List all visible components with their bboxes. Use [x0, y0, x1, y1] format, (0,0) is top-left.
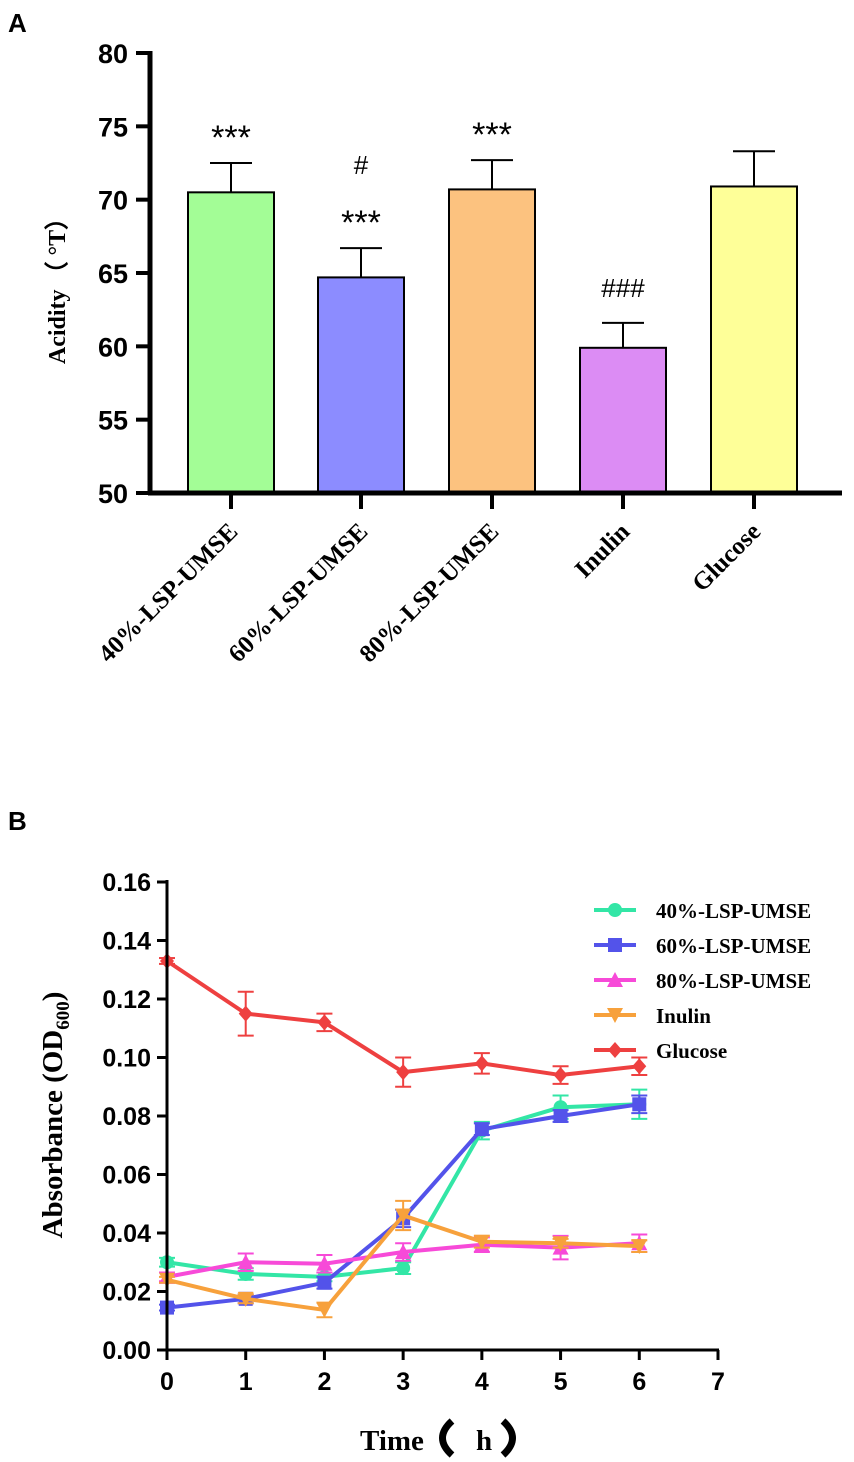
b-xtick-label: 2	[317, 1368, 331, 1396]
panel-b-ylabel-text: Absorbance (OD	[37, 1030, 69, 1239]
a-ytick-label: 65	[98, 259, 128, 289]
b-series	[159, 952, 648, 1088]
b-ytick-label: 0.10	[102, 1045, 151, 1073]
a-category-label: 60%-LSP-UMSE	[224, 518, 374, 668]
b-marker-triangle-down	[552, 1236, 569, 1252]
panel-b-ylabel-sub: 600	[53, 1001, 74, 1030]
panel-b-xlabel-unit: h	[476, 1425, 492, 1457]
a-bar	[579, 346, 667, 494]
a-ytick-label: 70	[98, 186, 128, 216]
b-xtick-label: 6	[632, 1368, 646, 1396]
b-marker-square	[317, 1275, 332, 1290]
a-category-label: 80%-LSP-UMSE	[355, 518, 505, 668]
b-marker-circle	[396, 1261, 411, 1276]
panel-b-xlabel-text: Time	[360, 1425, 424, 1457]
b-ytick-label: 0.00	[102, 1337, 151, 1365]
b-marker-triangle-up	[395, 1244, 412, 1260]
a-significance-label: ***	[341, 204, 381, 242]
b-marker-triangle-down	[395, 1208, 412, 1224]
panel-b-xlabel: Time h	[360, 1418, 516, 1458]
a-ytick-label: 60	[98, 332, 128, 362]
b-ytick-label: 0.16	[102, 869, 151, 897]
b-marker-square	[632, 1097, 647, 1112]
a-ytick-label: 80	[98, 39, 128, 69]
panel-a-plot: 50 55 60 65 70 75 80 40%-LSP-UMSE *** 60%-LSP-UMS…	[94, 39, 842, 668]
b-marker-triangle-up	[316, 1255, 333, 1271]
panel-b-xlabel-close-paren	[500, 1418, 516, 1458]
b-legend-label: 60%-LSP-UMSE	[656, 934, 811, 958]
b-marker-triangle-up	[607, 972, 623, 987]
b-marker-square	[553, 1109, 568, 1123]
b-legend-label: Inulin	[656, 1004, 711, 1028]
b-xtick-label: 4	[475, 1368, 489, 1396]
a-bar	[448, 188, 536, 494]
b-legend-label: 80%-LSP-UMSE	[656, 969, 811, 993]
b-marker-triangle-down	[473, 1234, 490, 1250]
a-bar	[317, 276, 405, 494]
b-marker-triangle-down	[607, 1008, 623, 1023]
b-marker-diamond	[553, 1067, 568, 1084]
a-significance-label: ***	[472, 116, 512, 154]
a-category-label: Inulin	[570, 518, 635, 583]
b-ytick-label: 0.08	[102, 1103, 151, 1131]
panel-b-label: B	[8, 806, 27, 836]
b-marker-diamond	[238, 1005, 253, 1022]
panel-a-ylabel-unit: （ °T）	[44, 206, 71, 286]
b-marker-triangle-down	[237, 1291, 254, 1307]
b-marker-diamond	[474, 1055, 489, 1072]
panel-a-ylabel: Acidity （ °T）	[44, 206, 71, 364]
a-ytick-label: 75	[98, 112, 128, 142]
b-xtick-label: 3	[396, 1368, 410, 1396]
b-marker-triangle-down	[631, 1239, 648, 1255]
b-marker-square	[608, 938, 622, 952]
b-marker-square	[474, 1122, 489, 1137]
b-xtick-label: 5	[554, 1368, 568, 1396]
b-marker-diamond	[317, 1014, 332, 1031]
b-xtick-label: 1	[239, 1368, 253, 1396]
b-marker-circle	[608, 903, 622, 917]
panel-b-ylabel: Absorbance (OD600)	[37, 992, 74, 1239]
a-significance-label: ***	[211, 119, 251, 157]
b-legend-label: Glucose	[656, 1039, 727, 1063]
b-marker-diamond	[396, 1064, 411, 1081]
b-marker-diamond	[608, 1042, 622, 1058]
b-marker-diamond	[632, 1058, 647, 1075]
a-ytick-label: 55	[98, 406, 128, 436]
svg-text:Acidity（ °T）: Acidity （ °T）	[44, 206, 71, 364]
svg-text:Absorbance (OD600): Absorbance (OD600)	[37, 992, 74, 1239]
a-category-label: Glucose	[687, 518, 766, 597]
b-legend: 40%-LSP-UMSE 60%-LSP-UMSE 80%-LSP-UMSE Inul…	[594, 899, 811, 1063]
b-marker-triangle-up	[237, 1254, 254, 1270]
panel-a-label: A	[8, 8, 27, 38]
b-ytick-label: 0.06	[102, 1162, 151, 1190]
b-ytick-label: 0.02	[102, 1279, 151, 1307]
a-category-label: 40%-LSP-UMSE	[94, 518, 244, 668]
b-ytick-label: 0.12	[102, 986, 151, 1014]
a-significance-label: #	[354, 150, 369, 180]
a-significance-label: ###	[601, 273, 645, 303]
panel-b-ylabel-close: )	[37, 992, 69, 1002]
b-marker-triangle-down	[316, 1302, 333, 1318]
b-xtick-label: 0	[160, 1368, 174, 1396]
b-legend-label: 40%-LSP-UMSE	[656, 899, 811, 923]
b-ytick-label: 0.04	[102, 1220, 151, 1248]
panel-b-xlabel-open-paren	[439, 1418, 455, 1458]
b-xtick-label: 7	[711, 1368, 725, 1396]
a-ytick-label: 50	[98, 479, 128, 509]
b-ytick-label: 0.14	[102, 928, 151, 956]
panel-b-plot: 0.00 0.02 0.04 0.06 0.08 0.10 0.12 0.14 0.16 0 1 2 3…	[102, 869, 811, 1396]
panel-a-ylabel-text: Acidity	[45, 289, 71, 364]
a-bar	[710, 185, 798, 494]
a-bar	[187, 191, 275, 494]
